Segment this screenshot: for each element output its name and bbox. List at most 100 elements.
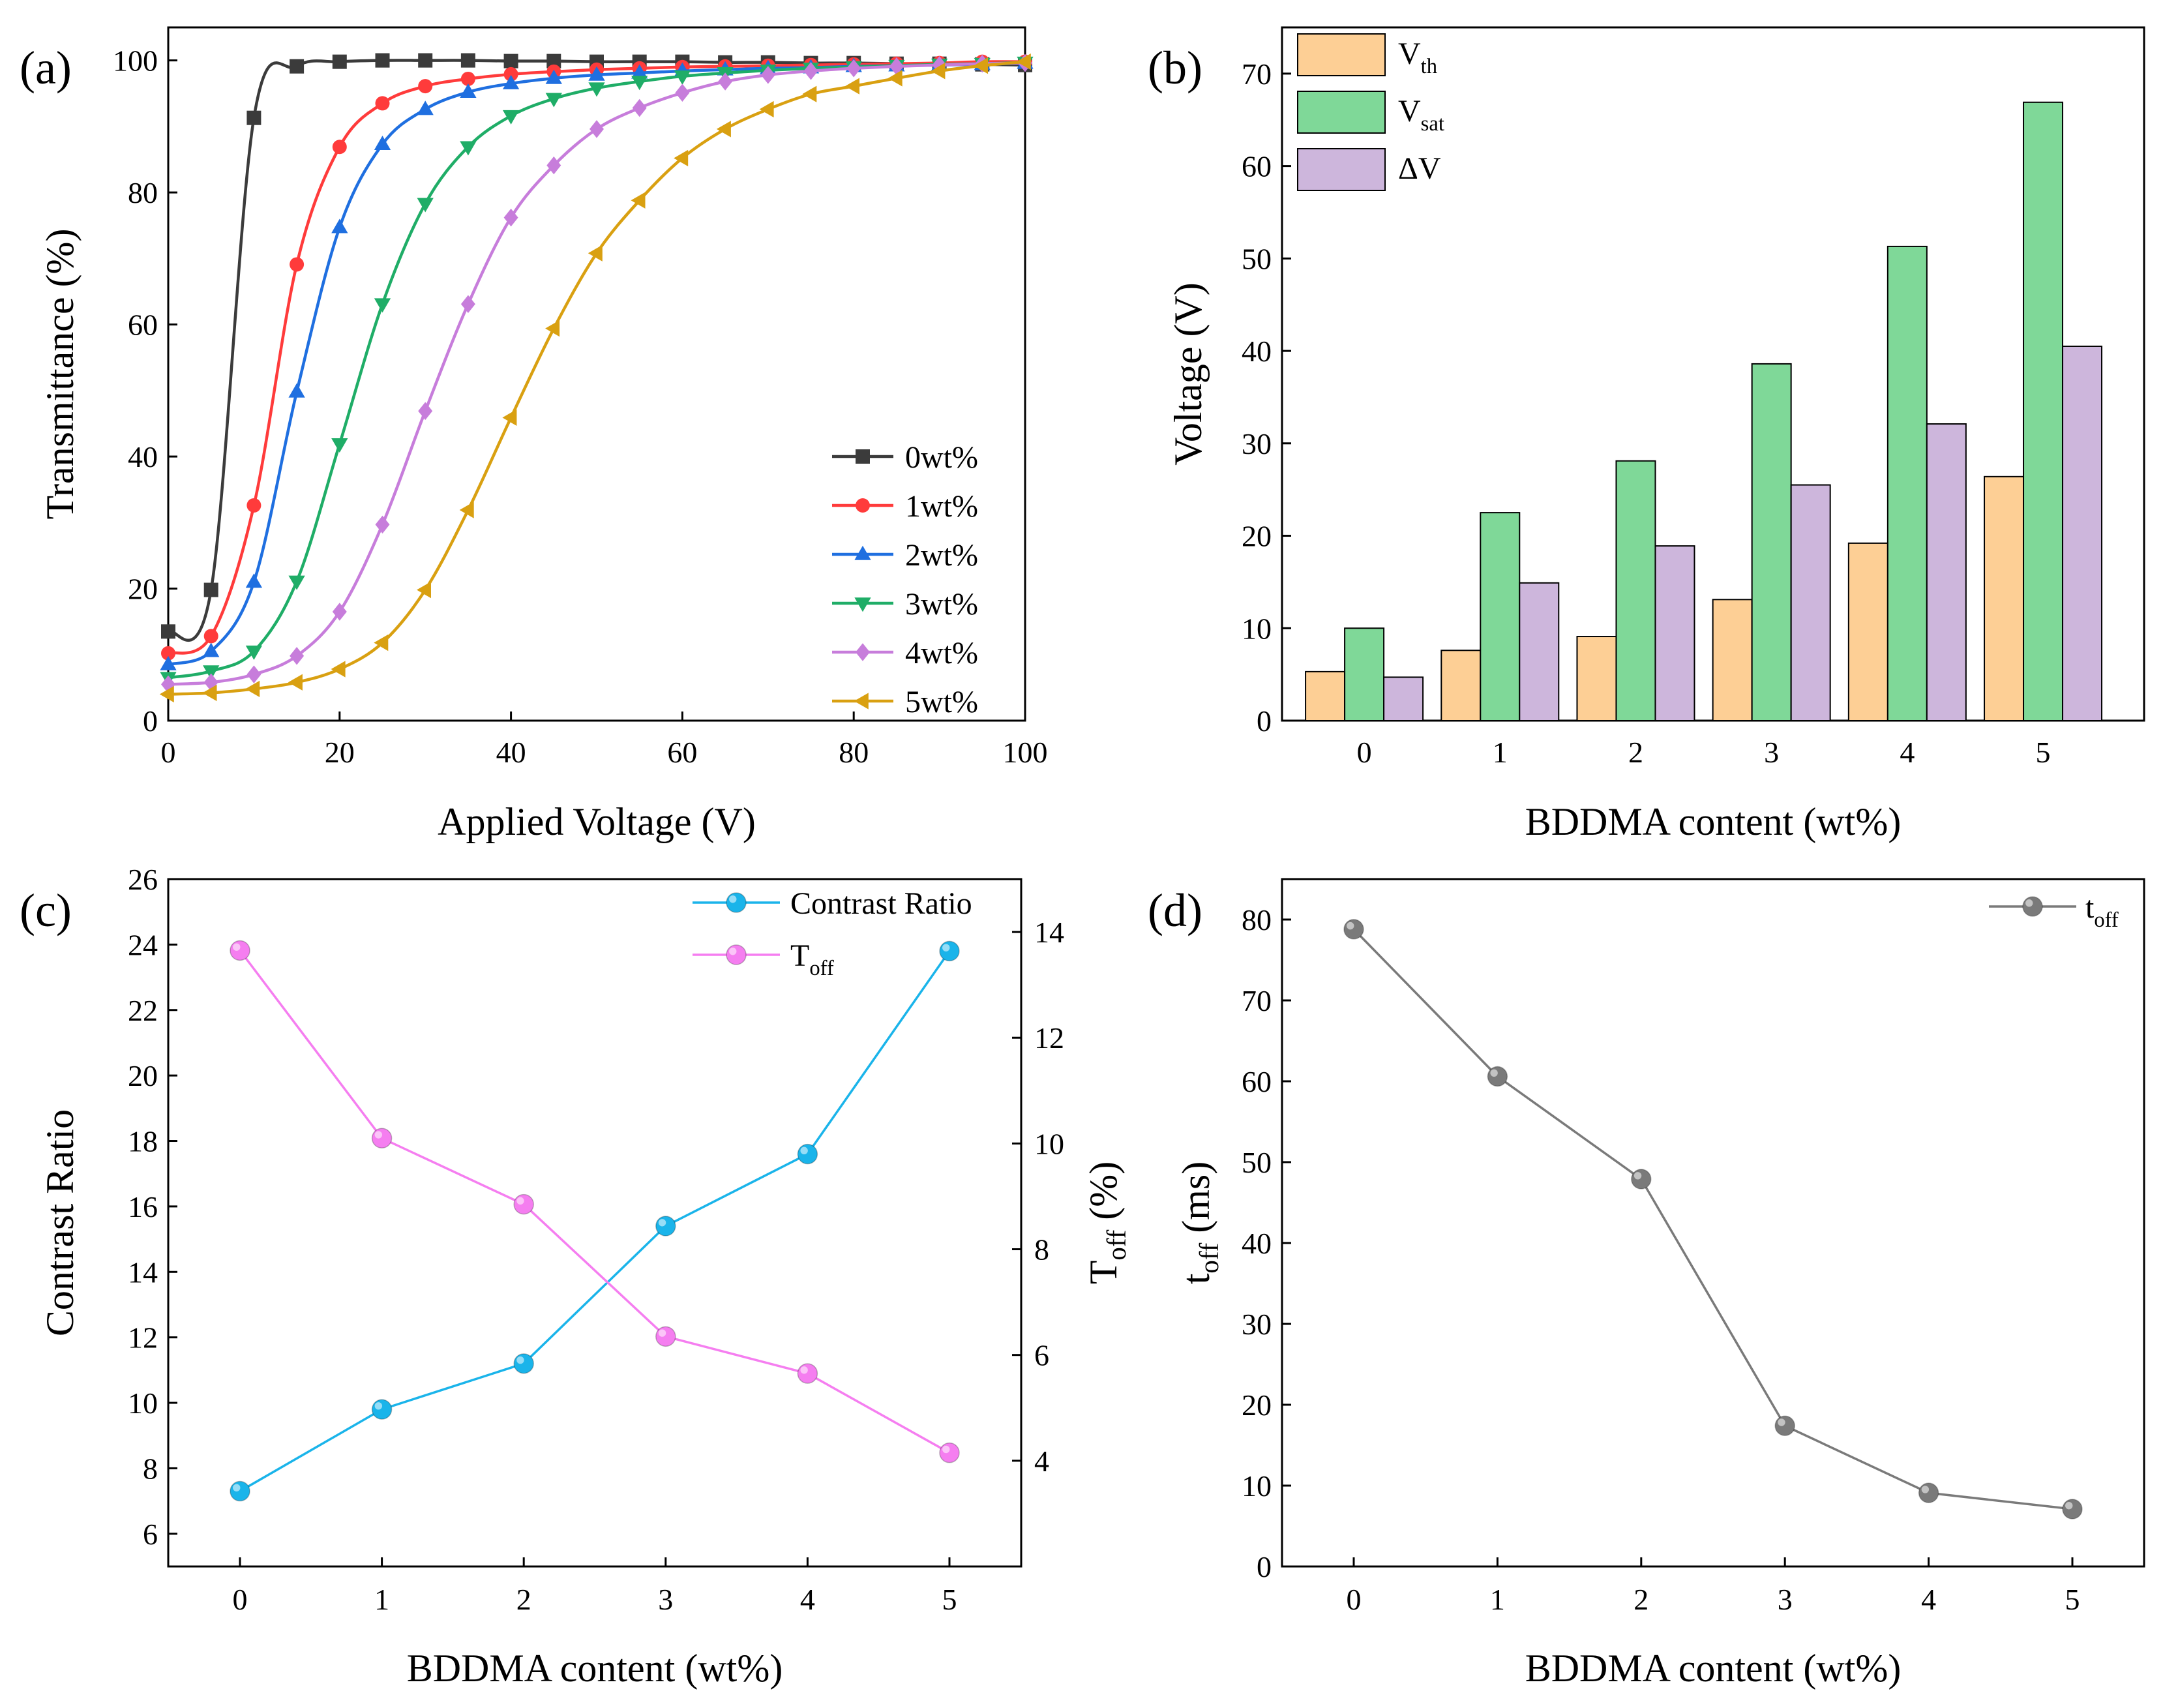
data-point bbox=[931, 63, 946, 80]
panel-c: 0 1 2 3 4 568101214161820222426468101214BDDMA… bbox=[20, 863, 1131, 1690]
panel-a: 0 20 40 60 80 100 0 20 40 60 80 100 Applied Voltage … bbox=[20, 26, 1048, 843]
x-axis-label: BDDMA content (wt%) bbox=[1525, 1647, 1902, 1690]
data-point-highlight bbox=[233, 1484, 241, 1492]
data-point-highlight bbox=[800, 1366, 808, 1374]
data-point bbox=[631, 76, 648, 91]
y-tick-label-left: 14 bbox=[128, 1255, 158, 1289]
data-point bbox=[674, 149, 689, 167]
series-line bbox=[168, 60, 1026, 655]
data-point bbox=[1343, 919, 1364, 940]
x-tick-label: 20 bbox=[325, 736, 355, 769]
x-tick-label: 4 bbox=[1921, 1583, 1936, 1616]
x-tick-label: 40 bbox=[496, 736, 526, 769]
data-point bbox=[332, 603, 347, 621]
data-point bbox=[418, 79, 433, 94]
data-point-highlight bbox=[374, 1402, 383, 1410]
data-point bbox=[332, 54, 347, 69]
x-tick-label: 1 bbox=[1493, 736, 1508, 769]
y-tick-label: 60 bbox=[1242, 150, 1272, 183]
data-point bbox=[797, 1363, 818, 1384]
legend-marker bbox=[854, 693, 869, 710]
data-point bbox=[290, 257, 305, 272]
data-point bbox=[1918, 1482, 1939, 1503]
y-tick-label: 80 bbox=[1242, 903, 1272, 936]
data-point bbox=[371, 1399, 393, 1420]
data-point bbox=[503, 53, 518, 68]
x-tick-label: 5 bbox=[2036, 736, 2051, 769]
plot-frame bbox=[167, 878, 1022, 1568]
legend-marker bbox=[2022, 896, 2043, 917]
data-point bbox=[331, 218, 348, 233]
y-axis-label: Transmittance (%) bbox=[38, 228, 82, 519]
data-point-highlight bbox=[942, 1445, 950, 1454]
x-tick-label: 60 bbox=[667, 736, 697, 769]
y-tick-label-left: 10 bbox=[128, 1386, 158, 1420]
x-tick-label: 80 bbox=[839, 736, 869, 769]
data-point bbox=[513, 1193, 534, 1215]
x-tick-label: 5 bbox=[942, 1583, 957, 1616]
data-point-highlight bbox=[800, 1146, 808, 1155]
data-point bbox=[759, 100, 774, 118]
data-point bbox=[417, 198, 434, 213]
bar bbox=[1790, 484, 1831, 722]
bar bbox=[1615, 460, 1656, 721]
data-point bbox=[418, 402, 433, 420]
data-point bbox=[375, 53, 390, 68]
data-point bbox=[460, 53, 475, 68]
data-point bbox=[502, 110, 520, 125]
data-point bbox=[655, 1216, 676, 1236]
y-tick-label-right: 10 bbox=[1034, 1127, 1064, 1160]
panel-label: (c) bbox=[20, 884, 72, 936]
y-tick-label: 10 bbox=[1242, 1469, 1272, 1503]
data-point bbox=[803, 62, 818, 80]
y-tick-label: 20 bbox=[1242, 1388, 1272, 1422]
data-point bbox=[374, 298, 391, 313]
bar bbox=[1576, 636, 1617, 721]
data-point-highlight bbox=[658, 1219, 666, 1227]
bar bbox=[1480, 512, 1521, 721]
y-tick-label-right: 14 bbox=[1034, 916, 1064, 949]
data-point-highlight bbox=[2065, 1502, 2073, 1510]
data-point bbox=[846, 59, 861, 78]
y-tick-label: 70 bbox=[1242, 984, 1272, 1017]
y-axis-label: toff (ms) bbox=[1174, 1161, 1224, 1285]
data-point bbox=[631, 192, 646, 209]
data-point bbox=[161, 624, 175, 639]
data-point bbox=[503, 67, 518, 82]
data-point bbox=[845, 78, 859, 95]
series-line bbox=[1352, 928, 2073, 1510]
data-point-highlight bbox=[942, 944, 950, 951]
data-point bbox=[939, 1442, 960, 1463]
y-tick-label-right: 4 bbox=[1034, 1445, 1049, 1478]
series-line bbox=[168, 60, 1026, 696]
data-point bbox=[460, 141, 477, 156]
data-point bbox=[797, 1143, 818, 1165]
y-tick-label: 100 bbox=[113, 44, 158, 78]
data-point bbox=[288, 383, 305, 398]
x-tick-label: 1 bbox=[374, 1583, 389, 1616]
y-tick-label: 40 bbox=[128, 440, 158, 473]
y-tick-label-left: 8 bbox=[143, 1452, 158, 1485]
data-point bbox=[502, 74, 520, 89]
legend-marker bbox=[854, 545, 871, 560]
series-line bbox=[239, 950, 950, 1454]
data-point bbox=[588, 245, 603, 262]
data-point bbox=[375, 96, 390, 111]
y-tick-label: 50 bbox=[1242, 242, 1272, 275]
legend-label: 2wt% bbox=[905, 538, 978, 573]
y-tick-label-left: 12 bbox=[128, 1321, 158, 1355]
x-tick-label: 2 bbox=[1633, 1583, 1648, 1616]
x-tick-label: 0 bbox=[1357, 736, 1372, 769]
data-point bbox=[588, 66, 605, 81]
y-tick-label-left: 22 bbox=[128, 994, 158, 1027]
legend-label: Vsat bbox=[1398, 94, 1444, 136]
data-point bbox=[245, 645, 263, 660]
series-line bbox=[167, 59, 1026, 642]
legend-swatch bbox=[1297, 33, 1386, 76]
data-point bbox=[545, 69, 562, 84]
x-axis-label: BDDMA content (wt%) bbox=[407, 1647, 783, 1690]
x-tick-label: 2 bbox=[1628, 736, 1643, 769]
y-tick-label-left: 16 bbox=[128, 1190, 158, 1223]
y-axis-label-right: Toff (%) bbox=[1082, 1161, 1131, 1284]
bar bbox=[1847, 542, 1888, 721]
